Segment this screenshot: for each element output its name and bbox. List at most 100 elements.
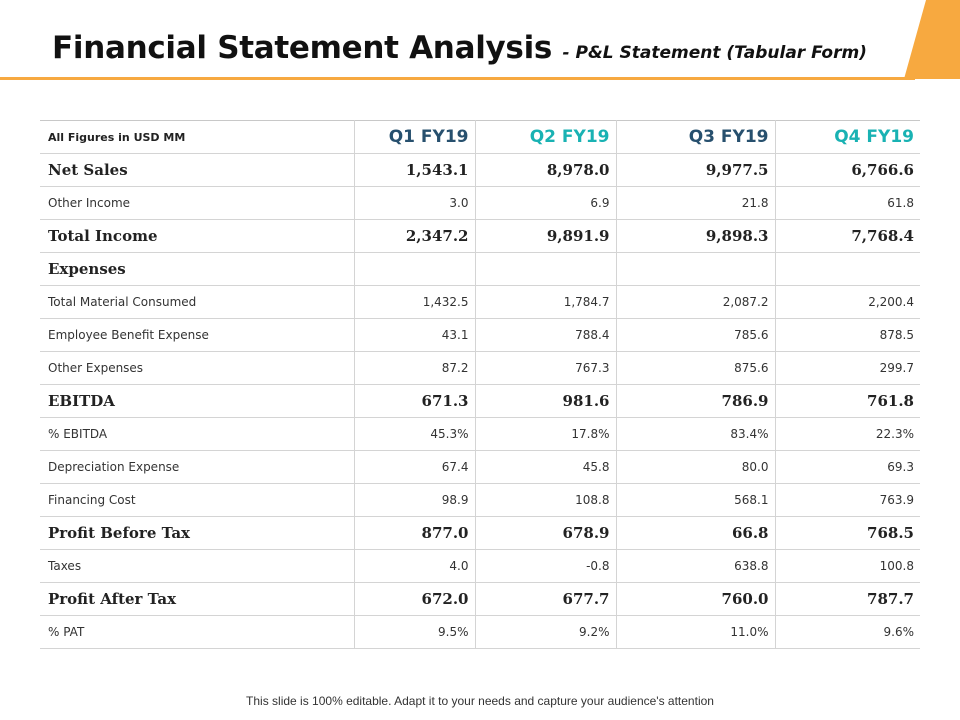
row-label: EBITDA [40, 384, 355, 418]
row-label: Expenses [40, 252, 355, 286]
cell-q2: 8,978.0 [474, 153, 617, 187]
title-main: Financial Statement Analysis [52, 30, 553, 66]
cell-q3: 83.4% [615, 417, 776, 451]
cell-q2: 788.4 [474, 318, 617, 352]
table-row: Employee Benefit Expense 43.1 788.4 785.6 87… [40, 318, 920, 352]
cell-q4: 763.9 [774, 483, 920, 517]
table-row: Taxes 4.0 -0.8 638.8 100.8 [40, 549, 920, 583]
table-row: Net Sales 1,543.1 8,978.0 9,977.5 6,766.6 [40, 153, 920, 187]
table-row: Financing Cost 98.9 108.8 568.1 763.9 [40, 483, 920, 517]
cell-q4: 9.6% [774, 615, 920, 649]
cell-q3: 11.0% [615, 615, 776, 649]
cell-q2: -0.8 [474, 549, 617, 583]
table-row: Total Income 2,347.2 9,891.9 9,898.3 7,768.4 [40, 219, 920, 253]
cell-q2: 677.7 [474, 582, 617, 616]
slide-title: Financial Statement Analysis - P&L State… [52, 30, 867, 66]
column-header-q4: Q4 FY19 [774, 120, 920, 154]
cell-q3: 2,087.2 [615, 285, 776, 319]
row-label: % PAT [40, 615, 355, 649]
row-label: Financing Cost [40, 483, 355, 517]
cell-q2: 1,784.7 [474, 285, 617, 319]
cell-q1: 43.1 [353, 318, 476, 352]
cell-q4: 299.7 [774, 351, 920, 385]
cell-q2: 981.6 [474, 384, 617, 418]
pl-statement-table: All Figures in USD MM Q1 FY19 Q2 FY19 Q3… [40, 120, 920, 649]
title-subtitle: - P&L Statement (Tabular Form) [562, 43, 867, 63]
table-row: Profit After Tax 672.0 677.7 760.0 787.7 [40, 582, 920, 616]
cell-q1: 98.9 [353, 483, 476, 517]
row-label: Other Expenses [40, 351, 355, 385]
cell-q3: 875.6 [615, 351, 776, 385]
cell-q4: 2,200.4 [774, 285, 920, 319]
accent-corner-shape [904, 0, 960, 79]
row-label: Net Sales [40, 153, 355, 187]
cell-q3: 638.8 [615, 549, 776, 583]
cell-q2: 108.8 [474, 483, 617, 517]
row-label: Total Income [40, 219, 355, 253]
cell-q4: 69.3 [774, 450, 920, 484]
cell-q1: 2,347.2 [353, 219, 476, 253]
table-row: Profit Before Tax 877.0 678.9 66.8 768.5 [40, 516, 920, 550]
cell-q2: 17.8% [474, 417, 617, 451]
cell-q2: 678.9 [474, 516, 617, 550]
accent-line [0, 77, 915, 80]
table-row: Depreciation Expense 67.4 45.8 80.0 69.3 [40, 450, 920, 484]
cell-q1: 4.0 [353, 549, 476, 583]
table-row: Expenses [40, 252, 920, 286]
cell-q4: 61.8 [774, 186, 920, 220]
column-header-q3: Q3 FY19 [615, 120, 776, 154]
cell-q3: 785.6 [615, 318, 776, 352]
cell-q1: 67.4 [353, 450, 476, 484]
row-label: % EBITDA [40, 417, 355, 451]
cell-q3: 9,977.5 [615, 153, 776, 187]
table-row: Other Expenses 87.2 767.3 875.6 299.7 [40, 351, 920, 385]
cell-q4: 6,766.6 [774, 153, 920, 187]
cell-q4 [774, 252, 920, 286]
cell-q4: 761.8 [774, 384, 920, 418]
row-label: Profit Before Tax [40, 516, 355, 550]
cell-q3: 568.1 [615, 483, 776, 517]
row-label: Total Material Consumed [40, 285, 355, 319]
cell-q4: 100.8 [774, 549, 920, 583]
cell-q3: 80.0 [615, 450, 776, 484]
table-row: EBITDA 671.3 981.6 786.9 761.8 [40, 384, 920, 418]
cell-q4: 22.3% [774, 417, 920, 451]
table-row: Total Material Consumed 1,432.5 1,784.7 2,0… [40, 285, 920, 319]
row-label: Depreciation Expense [40, 450, 355, 484]
table-row: Other Income 3.0 6.9 21.8 61.8 [40, 186, 920, 220]
cell-q3: 786.9 [615, 384, 776, 418]
cell-q2 [474, 252, 617, 286]
cell-q1 [353, 252, 476, 286]
cell-q1: 1,543.1 [353, 153, 476, 187]
table-header-row: All Figures in USD MM Q1 FY19 Q2 FY19 Q3… [40, 120, 920, 154]
cell-q3 [615, 252, 776, 286]
table-body: All Figures in USD MM Q1 FY19 Q2 FY19 Q3… [40, 120, 920, 649]
cell-q3: 9,898.3 [615, 219, 776, 253]
cell-q1: 671.3 [353, 384, 476, 418]
cell-q2: 45.8 [474, 450, 617, 484]
cell-q1: 9.5% [353, 615, 476, 649]
cell-q4: 768.5 [774, 516, 920, 550]
cell-q4: 878.5 [774, 318, 920, 352]
cell-q1: 3.0 [353, 186, 476, 220]
cell-q2: 6.9 [474, 186, 617, 220]
row-label: Employee Benefit Expense [40, 318, 355, 352]
column-header-q2: Q2 FY19 [474, 120, 617, 154]
cell-q2: 9.2% [474, 615, 617, 649]
row-label: Taxes [40, 549, 355, 583]
cell-q3: 66.8 [615, 516, 776, 550]
table-row: % EBITDA 45.3% 17.8% 83.4% 22.3% [40, 417, 920, 451]
cell-q1: 672.0 [353, 582, 476, 616]
footer-note: This slide is 100% editable. Adapt it to… [246, 694, 714, 708]
column-header-q1: Q1 FY19 [353, 120, 476, 154]
cell-q4: 787.7 [774, 582, 920, 616]
cell-q1: 87.2 [353, 351, 476, 385]
row-label: Profit After Tax [40, 582, 355, 616]
table-row: % PAT 9.5% 9.2% 11.0% 9.6% [40, 615, 920, 649]
cell-q4: 7,768.4 [774, 219, 920, 253]
cell-q3: 21.8 [615, 186, 776, 220]
cell-q2: 767.3 [474, 351, 617, 385]
cell-q3: 760.0 [615, 582, 776, 616]
cell-q2: 9,891.9 [474, 219, 617, 253]
figures-unit-label: All Figures in USD MM [40, 120, 355, 154]
